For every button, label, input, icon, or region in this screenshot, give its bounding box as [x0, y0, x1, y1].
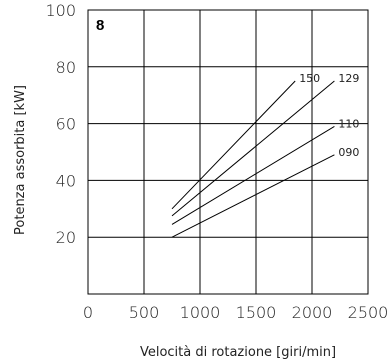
y-axis-title: Potenza assorbita [kW] [13, 85, 28, 235]
x-tick-label: 1500 [236, 303, 277, 322]
grid [88, 10, 368, 294]
x-tick-label: 1000 [180, 303, 221, 322]
series-label-129: 129 [338, 72, 359, 85]
y-axis-ticks: 20 40 60 80 100 [45, 1, 76, 247]
series-label-090: 090 [338, 146, 359, 159]
series-line-110 [171, 126, 335, 225]
x-tick-label: 2000 [292, 303, 333, 322]
series-line-150 [171, 80, 296, 210]
y-tick-label: 80 [56, 58, 76, 77]
series-line-090 [171, 154, 335, 238]
x-tick-label: 2500 [348, 303, 389, 322]
panel-label: 8 [96, 17, 104, 34]
x-axis-title: Velocità di rotazione [giri/min] [140, 345, 336, 360]
series-labels: 150 129 110 090 [299, 72, 359, 159]
y-tick-label: 100 [45, 1, 76, 20]
series-label-150: 150 [299, 72, 320, 85]
series-group [171, 80, 335, 238]
x-tick-label: 0 [83, 303, 93, 322]
series-line-129 [171, 80, 335, 217]
y-tick-label: 40 [56, 171, 76, 190]
plot-frame [87, 9, 369, 295]
x-tick-label: 500 [129, 303, 160, 322]
x-axis-ticks: 0 500 1000 1500 2000 2500 [83, 303, 388, 322]
series-label-110: 110 [338, 117, 359, 130]
y-tick-label: 20 [56, 228, 76, 247]
y-tick-label: 60 [56, 115, 76, 134]
